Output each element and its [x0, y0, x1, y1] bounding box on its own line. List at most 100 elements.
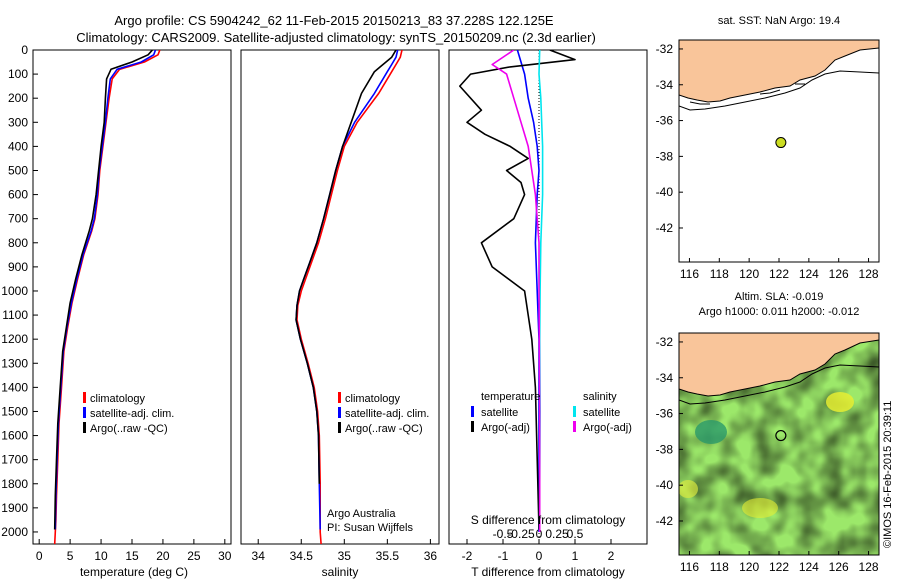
depth-tick-label: 1400 — [1, 380, 28, 394]
legend-label-s-argo: Argo(-adj) — [583, 422, 632, 434]
salinity-panel: 34 34.5 35 35.5 36 salinity climatology sate… — [240, 49, 440, 579]
series-line-3 — [295, 50, 397, 484]
series-line-2 — [458, 50, 576, 530]
depth-tick-label: 1700 — [1, 453, 28, 467]
legend-swatch-climatology — [338, 392, 341, 403]
x-tick-label: 15 — [125, 549, 139, 563]
lat-tick-label: -38 — [656, 149, 674, 163]
argo-position-marker — [775, 429, 787, 442]
legend-swatch-climatology — [83, 392, 86, 403]
sla-low-anomaly — [695, 420, 727, 444]
sla-map-axes: 116 118 120 122 124 126 128 -32 -34 -36 -38 -40 -42 — [656, 335, 879, 574]
temperature-series-group — [53, 50, 161, 544]
depth-tick-label: 1600 — [1, 429, 28, 443]
depth-tick-label: 0 — [21, 43, 28, 57]
s-difference-x-label: S difference from climatology — [471, 513, 626, 527]
sst-map: sat. SST: NaN Argo: 19.4 116 118 120 122 124… — [656, 15, 880, 281]
legend-label-satellite: satellite-adj. clim. — [345, 408, 429, 420]
sla-map-title-line2: Argo h1000: 0.011 h2000: -0.012 — [699, 306, 860, 318]
lon-tick-label: 118 — [710, 267, 729, 281]
legend-label-climatology: climatology — [90, 393, 146, 405]
difference-x-axis: -2 -1 0 1 2 -0.5-0.25 0 0.250.5 — [462, 527, 615, 563]
s-tick-label: 0.5 — [567, 527, 584, 541]
x-tick-label: 34 — [252, 549, 266, 563]
legend-swatch-argo — [338, 422, 341, 433]
temperature-plot-frame — [32, 49, 232, 545]
depth-axis: 0 100 200 300 400 500 600 700 800 900 1000 1100 1200… — [1, 43, 38, 539]
x-tick-label: 10 — [94, 549, 108, 563]
depth-tick-label: 100 — [8, 67, 28, 81]
depth-tick-label: 400 — [8, 139, 28, 153]
s-tick-label: 0 — [536, 527, 543, 541]
difference-legend: temperature satellite Argo(-adj) salinit… — [471, 391, 632, 434]
lat-tick-label: -42 — [656, 221, 674, 235]
depth-tick-label: 1100 — [2, 308, 28, 322]
lat-tick-label: -34 — [656, 371, 674, 385]
difference-series-group — [458, 50, 576, 532]
x-tick-label: 2 — [608, 549, 615, 563]
sla-high-anomaly — [742, 498, 778, 518]
temperature-panel: 0100200300400500600700800900100011001200… — [1, 43, 232, 579]
sla-high-anomaly — [826, 392, 854, 412]
temperature-legend: climatology satellite-adj. clim. Argo(..… — [83, 392, 174, 435]
lon-tick-label: 126 — [829, 267, 849, 281]
lat-tick-label: -40 — [656, 478, 674, 492]
lon-tick-label: 124 — [799, 560, 819, 574]
lon-tick-label: 118 — [710, 560, 729, 574]
depth-tick-label: 900 — [8, 260, 28, 274]
australia-land — [679, 333, 879, 397]
temperature-x-label: temperature (deg C) — [80, 565, 188, 579]
x-tick-label: 1 — [572, 549, 579, 563]
series-line-1 — [53, 50, 161, 544]
legend-label-t-satellite: satellite — [481, 407, 518, 419]
series-line-1 — [296, 50, 403, 544]
difference-plot-frame — [448, 49, 648, 545]
series-line-4 — [491, 50, 541, 532]
legend-swatch-satellite — [83, 407, 86, 418]
legend-label-s-satellite: satellite — [583, 407, 620, 419]
legend-swatch-t-satellite — [471, 406, 474, 417]
x-tick-label: 35.5 — [376, 549, 400, 563]
lon-tick-label: 126 — [829, 560, 849, 574]
t-difference-x-label: T difference from climatology — [471, 565, 625, 579]
sla-high-anomaly — [679, 480, 698, 498]
legend-label-t-argo: Argo(-adj) — [481, 422, 530, 434]
depth-tick-label: 1800 — [1, 477, 28, 491]
australia-land — [679, 40, 879, 103]
sla-map: Altim. SLA: -0.019 Argo h1000: 0.011 h20… — [656, 291, 880, 574]
legend-label-argo: Argo(..raw -QC) — [90, 423, 168, 435]
depth-tick-label: 1900 — [1, 501, 28, 515]
x-tick-label: 30 — [218, 549, 232, 563]
lon-tick-label: 120 — [739, 560, 759, 574]
series-line-2 — [54, 50, 157, 530]
depth-tick-label: 1500 — [1, 404, 28, 418]
salinity-legend: climatology satellite-adj. clim. Argo(..… — [338, 392, 429, 435]
depth-contour — [679, 364, 879, 405]
x-tick-label: 0 — [536, 549, 543, 563]
chart-title-line2: Climatology: CARS2009. Satellite-adjuste… — [76, 30, 596, 45]
depth-contour — [679, 70, 879, 111]
lon-tick-label: 124 — [799, 267, 819, 281]
salinity-x-axis: 34 34.5 35 35.5 36 — [252, 539, 438, 563]
chart-title-line1: Argo profile: CS 5904242_62 11-Feb-2015 … — [114, 13, 554, 28]
salinity-x-label: salinity — [322, 565, 359, 579]
x-tick-label: 36 — [424, 549, 438, 563]
legend-swatch-satellite — [338, 407, 341, 418]
legend-swatch-argo — [83, 422, 86, 433]
x-tick-label: 5 — [67, 549, 74, 563]
sst-map-axes: 116 118 120 122 124 126 128 -32 -34 -36 -38 -40 -42 — [656, 42, 879, 281]
series-line-1 — [516, 50, 540, 532]
series-line-3 — [53, 50, 153, 530]
temperature-x-axis: 0 5 10 15 20 25 30 — [36, 539, 232, 563]
legend-title-salinity: salinity — [583, 391, 617, 403]
depth-tick-label: 1300 — [1, 356, 28, 370]
legend-swatch-t-argo — [471, 421, 474, 432]
depth-tick-label: 700 — [8, 212, 28, 226]
lat-tick-label: -34 — [656, 78, 674, 92]
annotation-pi-name: PI: Susan Wijffels — [327, 522, 413, 534]
depth-tick-label: 2000 — [1, 525, 28, 539]
sla-map-title-line1: Altim. SLA: -0.019 — [735, 291, 824, 303]
legend-swatch-s-argo — [573, 421, 576, 432]
legend-title-temperature: temperature — [481, 391, 540, 403]
